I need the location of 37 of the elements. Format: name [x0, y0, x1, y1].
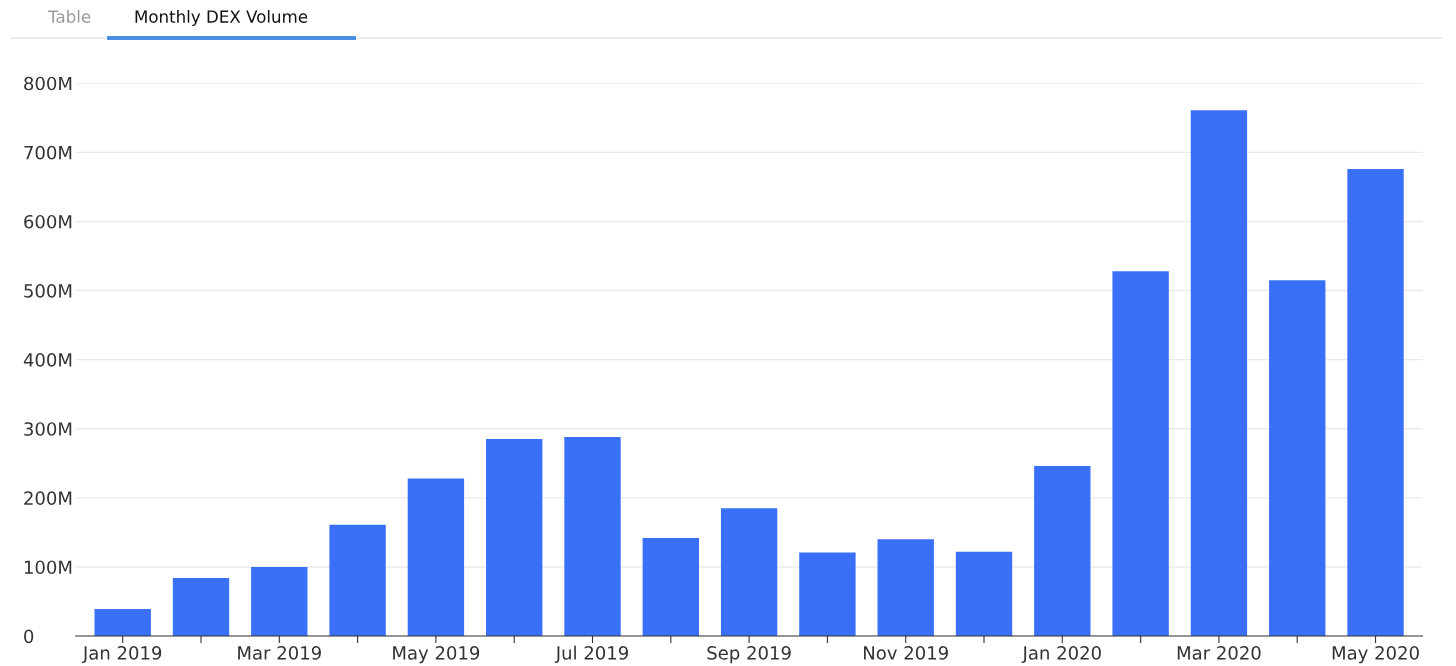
y-tick-label: 400M	[23, 353, 72, 367]
bar	[720, 508, 778, 637]
bar	[564, 437, 621, 637]
y-tick-label: 200M	[24, 491, 72, 505]
bar	[251, 566, 308, 637]
x-tick-label: Jul 2019	[554, 645, 628, 664]
bar	[799, 552, 856, 637]
y-tick-label: 500M	[24, 284, 72, 298]
bar	[1269, 280, 1326, 637]
bar	[172, 577, 230, 637]
y-tick-label: 800M	[24, 76, 72, 91]
bar	[94, 609, 151, 637]
y-tick-label: 100M	[24, 560, 72, 575]
x-tick-label: Nov 2019	[864, 646, 948, 660]
bar	[1034, 466, 1091, 637]
x-tick-label: Mar 2020	[1177, 646, 1261, 660]
bar	[877, 539, 934, 637]
bar	[1347, 168, 1404, 637]
x-tick-label: May 2020	[1332, 646, 1419, 664]
x-tick-label: Mar 2019	[238, 646, 321, 660]
chart-title: Monthly DEX Volume	[135, 9, 308, 27]
bar	[407, 478, 465, 637]
bar	[955, 551, 1013, 637]
bar	[329, 524, 386, 637]
x-tick-label: Jan 2020	[1021, 646, 1101, 664]
bar	[1112, 271, 1169, 637]
bar	[1190, 110, 1248, 637]
x-tick-label: Jan 2019	[82, 646, 162, 664]
bar	[486, 439, 543, 637]
y-tick-label: 700M	[24, 145, 72, 160]
x-tick-label: Sep 2019	[707, 646, 791, 664]
y-tick-label: 0	[24, 629, 34, 644]
y-tick-label: 300M	[24, 422, 72, 436]
y-tick-label: 600M	[24, 214, 72, 229]
text: Table	[48, 9, 91, 23]
x-tick-label: May 2019	[393, 646, 480, 664]
bar	[642, 537, 699, 637]
